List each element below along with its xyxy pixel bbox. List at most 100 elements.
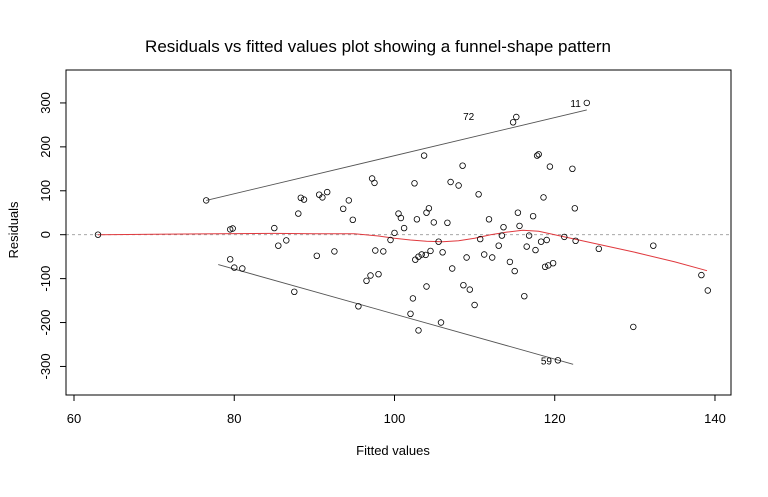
- data-point: [283, 237, 290, 244]
- data-point: [391, 229, 398, 237]
- y-tick-label: 100: [38, 180, 53, 202]
- data-point: [94, 231, 102, 238]
- data-point: [521, 293, 528, 300]
- x-tick-label: 120: [544, 411, 566, 426]
- data-point: [554, 357, 562, 364]
- data-point: [387, 236, 394, 244]
- data-point: [543, 236, 550, 244]
- data-point: [541, 263, 549, 270]
- data-point: [471, 301, 478, 309]
- smooth-trend-line: [97, 229, 708, 272]
- data-point: [511, 267, 518, 275]
- data-point: [495, 242, 502, 249]
- data-point: [423, 283, 430, 290]
- data-point: [650, 242, 657, 249]
- data-point: [533, 152, 541, 159]
- data-point: [435, 238, 442, 245]
- y-tick-label: 300: [38, 92, 53, 114]
- data-point: [371, 179, 378, 187]
- y-tick-label: 200: [38, 136, 53, 158]
- data-point: [466, 286, 473, 293]
- x-tick-label: 80: [227, 411, 241, 426]
- data-point: [583, 99, 590, 107]
- data-point: [226, 256, 234, 263]
- y-axis: -300 -200 -100 0 100 200 300: [38, 92, 67, 379]
- x-axis-label: Fitted values: [356, 443, 430, 458]
- data-point: [412, 256, 419, 263]
- chart-title: Residuals vs fitted values plot showing …: [145, 37, 611, 56]
- data-point: [331, 248, 338, 255]
- data-point: [400, 224, 408, 232]
- data-point: [313, 252, 320, 259]
- data-point: [367, 272, 374, 279]
- data-point: [704, 287, 711, 294]
- data-point: [427, 247, 434, 255]
- data-point: [375, 271, 382, 278]
- x-tick-label: 140: [704, 411, 726, 426]
- data-point: [549, 260, 557, 267]
- data-point: [275, 242, 282, 249]
- data-point: [463, 254, 470, 261]
- data-point: [525, 232, 533, 239]
- data-point: [485, 216, 493, 223]
- data-point: [411, 180, 418, 187]
- data-point: [430, 219, 437, 226]
- data-point: [514, 209, 522, 216]
- lower-envelope-line: [218, 264, 574, 365]
- data-point: [397, 214, 405, 222]
- data-point: [340, 205, 347, 212]
- data-point: [291, 288, 298, 295]
- data-point: [300, 196, 308, 203]
- data-point: [489, 254, 496, 261]
- data-point: [572, 237, 579, 244]
- data-point: [422, 251, 429, 259]
- data-point: [447, 178, 454, 186]
- data-point: [437, 319, 445, 326]
- data-point: [455, 182, 462, 189]
- data-point: [513, 113, 520, 121]
- plot-frame: [65, 69, 732, 396]
- x-tick-label: 100: [384, 411, 406, 426]
- data-point: [271, 224, 278, 232]
- point-label: 11: [570, 99, 581, 110]
- data-point: [231, 264, 238, 271]
- data-point: [540, 194, 547, 201]
- data-point: [444, 219, 451, 226]
- data-point: [595, 245, 602, 252]
- data-point: [295, 210, 302, 217]
- data-point: [698, 271, 705, 279]
- y-tick-label: 0: [38, 231, 53, 238]
- data-point: [498, 232, 506, 239]
- y-tick-label: -100: [38, 266, 53, 292]
- data-point: [409, 295, 417, 302]
- data-point: [297, 194, 304, 201]
- data-point: [529, 212, 537, 220]
- data-point: [439, 249, 446, 256]
- data-point: [239, 265, 246, 272]
- data-point: [481, 251, 488, 258]
- data-point: [477, 235, 484, 243]
- data-point: [319, 194, 326, 201]
- data-point: [516, 222, 523, 230]
- data-point: [349, 216, 356, 223]
- data-point: [229, 225, 236, 232]
- data-point: [561, 233, 568, 241]
- data-point: [449, 265, 456, 272]
- data-point: [425, 205, 433, 212]
- y-tick-label: -200: [38, 310, 53, 336]
- data-point: [535, 151, 542, 158]
- data-point: [420, 152, 428, 159]
- data-point: [569, 165, 576, 172]
- data-point: [500, 223, 507, 231]
- data-point: [506, 258, 514, 266]
- data-point: [460, 282, 467, 289]
- data-point: [413, 216, 421, 223]
- data-point: [509, 119, 517, 126]
- data-point: [372, 247, 379, 254]
- data-point: [523, 243, 530, 250]
- data-point: [459, 162, 466, 169]
- data-point: [363, 277, 370, 284]
- upper-envelope-line: [206, 109, 587, 201]
- data-point: [415, 253, 422, 260]
